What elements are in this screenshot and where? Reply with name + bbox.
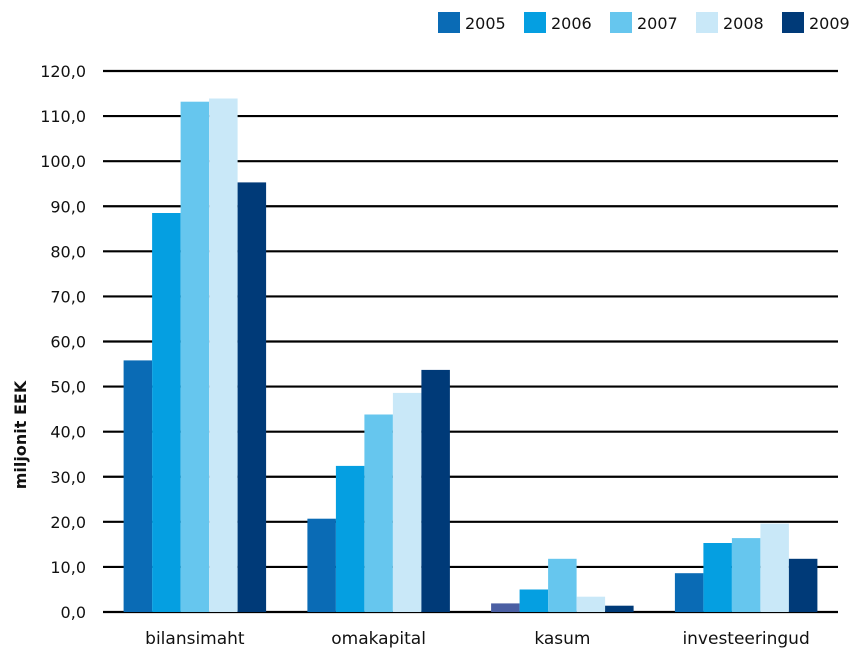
bars xyxy=(123,98,818,612)
bar-2006-omakapital xyxy=(335,465,365,612)
x-tick-label: kasum xyxy=(534,629,590,649)
legend: 2005 2006 2007 2008 2009 xyxy=(438,12,850,33)
bar-2005-kasum xyxy=(491,603,520,612)
legend-label: 2007 xyxy=(637,14,678,33)
y-tick-label: 70,0 xyxy=(50,287,86,306)
bar-2009-kasum xyxy=(605,605,634,612)
x-tick-label: investeeringud xyxy=(682,629,809,649)
y-tick-label: 90,0 xyxy=(50,197,86,216)
legend-swatch xyxy=(782,12,804,33)
x-tick-label: bilansimaht xyxy=(145,629,245,649)
bar-2006-kasum xyxy=(519,589,549,612)
y-tick-label: 60,0 xyxy=(50,333,86,352)
legend-swatch xyxy=(610,12,632,33)
bar-2007-kasum xyxy=(548,558,577,612)
y-tick-label: 110,0 xyxy=(40,107,86,126)
y-axis-ticks: 0,0 10,0 20,0 30,0 40,0 50,0 60,0 70,0 80,0 90,0 1… xyxy=(40,62,86,622)
y-tick-label: 120,0 xyxy=(40,62,86,81)
bar-2009-omakapital xyxy=(421,369,450,612)
legend-swatch xyxy=(696,12,718,33)
y-tick-label: 100,0 xyxy=(40,152,86,171)
x-tick-label: omakapital xyxy=(331,629,426,649)
y-tick-label: 20,0 xyxy=(50,513,86,532)
x-axis-labels: bilansimaht omakapital kasum investeeringud xyxy=(145,629,810,649)
legend-label: 2005 xyxy=(465,14,506,33)
bar-2008-bilansimaht xyxy=(209,98,238,612)
legend-label: 2008 xyxy=(723,14,764,33)
y-tick-label: 80,0 xyxy=(50,242,86,261)
y-axis-label: miljonit EEK xyxy=(11,380,30,489)
bar-2005-bilansimaht xyxy=(123,360,153,612)
bar-2005-investeeringud xyxy=(674,573,704,612)
bar-2006-bilansimaht xyxy=(152,213,181,612)
bar-2007-bilansimaht xyxy=(180,101,210,612)
bar-2005-omakapital xyxy=(307,518,336,612)
y-tick-label: 0,0 xyxy=(61,603,86,622)
legend-label: 2006 xyxy=(551,14,592,33)
bar-2009-investeeringud xyxy=(788,558,818,612)
legend-swatch xyxy=(524,12,546,33)
y-tick-label: 30,0 xyxy=(50,468,86,487)
bar-2007-investeeringud xyxy=(731,538,761,612)
y-tick-label: 40,0 xyxy=(50,423,86,442)
legend-swatch xyxy=(438,12,460,33)
y-tick-label: 10,0 xyxy=(50,558,86,577)
bar-2006-investeeringud xyxy=(703,543,732,612)
bar-2009-bilansimaht xyxy=(237,182,267,612)
legend-label: 2009 xyxy=(809,14,850,33)
bar-2008-omakapital xyxy=(392,392,422,612)
y-tick-label: 50,0 xyxy=(50,378,86,397)
bar-2008-kasum xyxy=(576,596,606,612)
bar-2008-investeeringud xyxy=(760,523,789,612)
bar-2007-omakapital xyxy=(364,414,393,612)
